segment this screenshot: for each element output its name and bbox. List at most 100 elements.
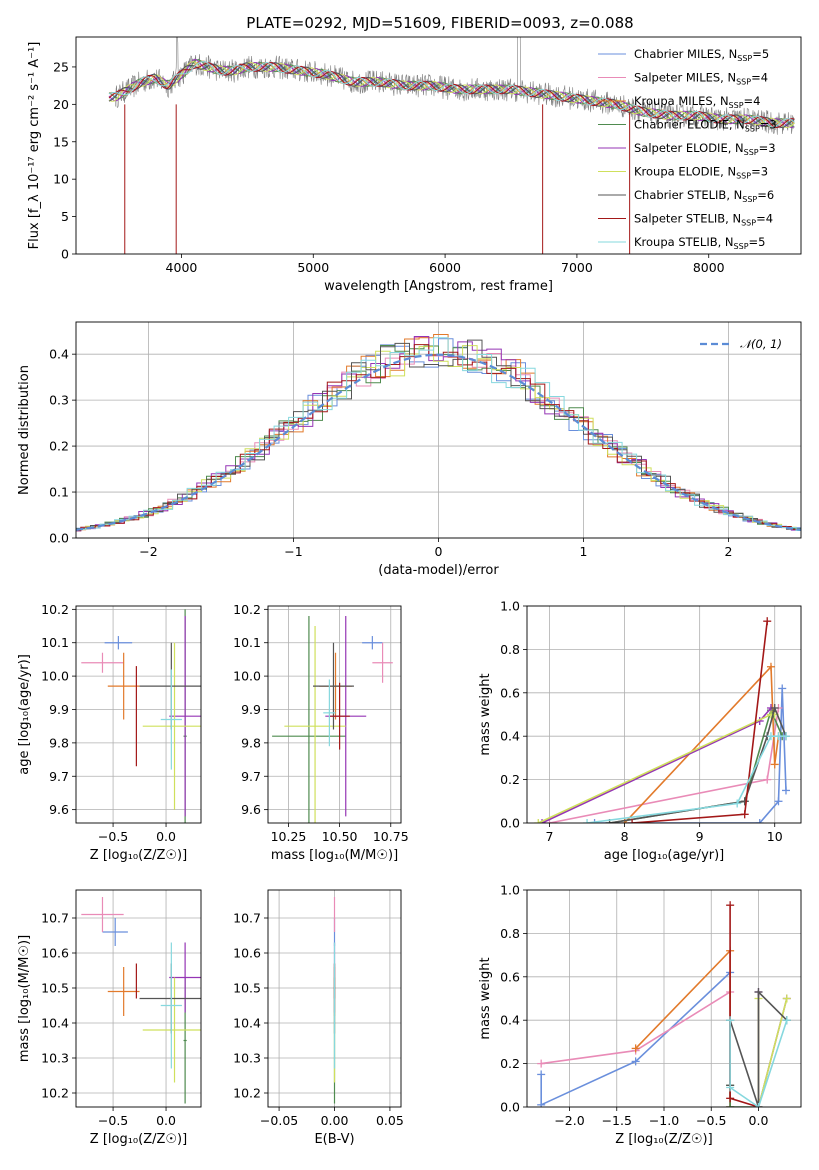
- legend-count: =5: [749, 235, 766, 249]
- panel-massweight-vs-z: −2.0 −1.5 −1.0 −0.5 0.0 0.0 0.2 0.4 0.6 0.8 1.0 Z […: [478, 883, 802, 1147]
- x-tick-label: 0.05: [376, 1113, 404, 1128]
- x-tick-label: −1.5: [602, 1113, 632, 1128]
- gaussian-curve: [76, 353, 801, 531]
- legend-entry: Chabrier STELIB, NSSP=6: [634, 188, 774, 204]
- axes-frame: [75, 889, 202, 1108]
- x-axis-label: Z [log₁₀(Z/Z☉)]: [90, 1132, 187, 1147]
- legend-subscript: SSP: [736, 172, 751, 181]
- y-tick-label: 0.2: [500, 1056, 520, 1071]
- x-axis-label: mass [log₁₀(M/M☉)]: [271, 848, 398, 863]
- mass-weight-line: [729, 990, 788, 1107]
- y-tick-label: 9.8: [241, 735, 261, 750]
- y-tick-label: 5: [61, 209, 69, 224]
- plot-area: [534, 617, 790, 823]
- y-axis-label: Normed distribution: [17, 365, 32, 495]
- y-tick-label: 10.5: [41, 981, 69, 996]
- legend-entry: Chabrier ELODIE, NSSP=3: [634, 118, 777, 134]
- legend-entry: Salpeter MILES, NSSP=4: [634, 71, 768, 87]
- y-tick-label: 10.5: [233, 981, 261, 996]
- x-axis-label: age [log₁₀(age/yr)]: [604, 848, 725, 863]
- x-tick-label: 10.75: [373, 829, 409, 844]
- x-tick-label: 7: [546, 829, 554, 844]
- plot-area: [108, 37, 795, 254]
- y-tick-label: 0.0: [500, 816, 520, 831]
- panel-age-vs-mass: 10.25 10.50 10.75 9.6 9.7 9.8 9.9 10.0 10.1 10.2 m…: [233, 602, 409, 863]
- y-axis-label: mass weight: [478, 957, 493, 1039]
- x-tick-label: 0: [435, 544, 443, 559]
- y-tick-label: 10.3: [41, 1051, 69, 1066]
- x-tick-label: 4000: [166, 260, 198, 275]
- y-tick-label: 10.2: [41, 602, 69, 617]
- y-tick-label: 0.2: [49, 439, 69, 454]
- x-axis-label: wavelength [Angstrom, rest frame]: [324, 279, 553, 294]
- axes-frame: [267, 889, 402, 1108]
- x-axis-label: Z [log₁₀(Z/Z☉)]: [90, 848, 187, 863]
- panel-residuals: −2 −1 0 1 2 0.0 0.1 0.2 0.3 0.4 (data-model)/error…: [17, 321, 802, 578]
- y-axis-label: Flux [f_λ 10⁻¹⁷ erg cm⁻² s⁻¹ A⁻¹]: [27, 42, 42, 250]
- spectrum-model-line: [108, 60, 795, 129]
- x-axis-label: E(B-V): [314, 1132, 354, 1147]
- y-tick-label: 10.4: [233, 1016, 261, 1031]
- axes-frame: [75, 321, 802, 539]
- y-tick-label: 0: [61, 247, 69, 262]
- legend-subscript: SSP: [742, 195, 757, 204]
- y-tick-label: 10.6: [41, 946, 69, 961]
- legend-entry: Kroupa MILES, NSSP=4: [634, 94, 760, 110]
- legend-count: =6: [757, 188, 774, 202]
- axes-frame: [267, 605, 402, 824]
- x-tick-label: 7000: [561, 260, 593, 275]
- legend-subscript: SSP: [744, 148, 759, 157]
- y-axis-label: age [log₁₀(age/yr)]: [17, 654, 32, 775]
- y-tick-label: 0.6: [500, 969, 520, 984]
- legend-entry: Salpeter ELODIE, NSSP=3: [634, 141, 776, 157]
- x-tick-label: 8: [621, 829, 629, 844]
- panel-age-vs-z: −0.5 0.0 9.6 9.7 9.8 9.9 10.0 10.1 10.2 Z [log₁₀(…: [17, 602, 202, 863]
- y-tick-label: 0.6: [500, 685, 520, 700]
- mass-weight-line: [757, 998, 788, 1107]
- y-tick-label: 0.4: [500, 729, 520, 744]
- y-tick-label: 0.1: [49, 485, 69, 500]
- y-tick-label: 20: [53, 97, 69, 112]
- y-axis-label: mass weight: [478, 673, 493, 755]
- figure-title: PLATE=0292, MJD=51609, FIBERID=0093, z=0…: [246, 14, 633, 32]
- mass-weight-line: [624, 664, 780, 823]
- x-tick-label: 6000: [429, 260, 461, 275]
- y-tick-label: 9.6: [241, 802, 261, 817]
- x-tick-label: 5000: [297, 260, 329, 275]
- x-tick-label: 2: [725, 544, 733, 559]
- y-tick-label: 1.0: [500, 883, 520, 898]
- legend-subscript: SSP: [745, 125, 760, 134]
- legend-subscript: SSP: [741, 219, 756, 228]
- axes-frame: [75, 605, 202, 824]
- legend-entry: Kroupa STELIB, NSSP=5: [634, 235, 765, 251]
- y-tick-label: 10: [53, 172, 69, 187]
- x-tick-label: −1: [284, 544, 302, 559]
- spectrum-model-line: [108, 60, 795, 128]
- panel-mass-vs-z: −0.5 0.0 10.2 10.3 10.4 10.5 10.6 10.7 Z [log₁₀(…: [17, 889, 202, 1147]
- y-tick-label: 10.0: [41, 669, 69, 684]
- x-tick-label: 1: [580, 544, 588, 559]
- y-tick-label: 10.0: [233, 669, 261, 684]
- panel-spectrum: 4000 5000 6000 7000 8000 0 5 10 15 20 25 wavelength…: [27, 36, 802, 294]
- y-tick-label: 10.1: [233, 635, 261, 650]
- panel-massweight-vs-age: 7 8 9 10 0.0 0.2 0.4 0.6 0.8 1.0 age [log₁₀(age/yr…: [478, 599, 802, 863]
- y-tick-label: 10.7: [233, 911, 261, 926]
- mass-weight-line: [635, 948, 731, 1107]
- y-tick-label: 1.0: [500, 599, 520, 614]
- plot-area: [81, 609, 201, 823]
- y-tick-label: 10.3: [233, 1051, 261, 1066]
- y-tick-label: 9.8: [49, 735, 69, 750]
- y-tick-label: 9.9: [49, 702, 69, 717]
- legend-subscript: SSP: [736, 78, 751, 87]
- legend-subscript: SSP: [729, 101, 744, 110]
- x-tick-label: −2.0: [554, 1113, 584, 1128]
- x-tick-label: −1.0: [649, 1113, 679, 1128]
- legend-entry: Kroupa ELODIE, NSSP=3: [634, 165, 768, 181]
- y-tick-label: 25: [53, 59, 69, 74]
- y-tick-label: 0.8: [500, 926, 520, 941]
- y-tick-label: 10.6: [233, 946, 261, 961]
- x-tick-label: 10: [767, 829, 783, 844]
- y-tick-label: 15: [53, 134, 69, 149]
- axes-frame: [526, 605, 802, 824]
- x-tick-label: −0.5: [98, 829, 128, 844]
